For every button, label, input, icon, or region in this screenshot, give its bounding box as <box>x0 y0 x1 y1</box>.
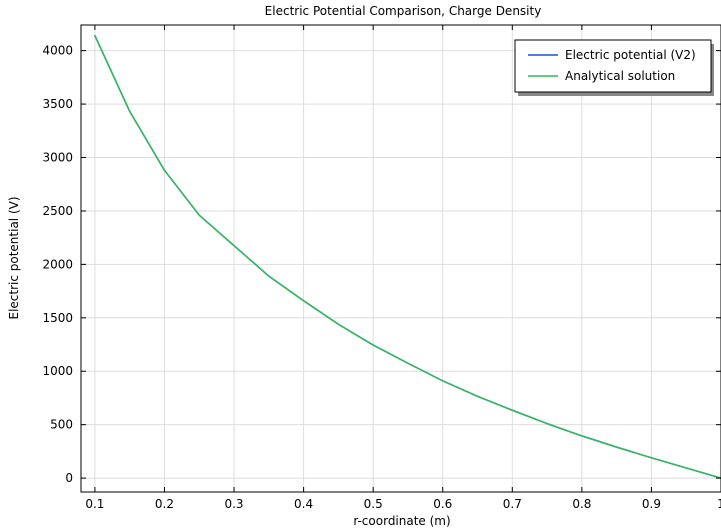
chart-title: Electric Potential Comparison, Charge De… <box>265 4 542 18</box>
x-tick-label: 0.2 <box>155 497 174 511</box>
grid <box>81 25 721 492</box>
legend-label-electric-potential: Electric potential (V2) <box>565 48 696 62</box>
x-tick-label: 0.1 <box>85 497 104 511</box>
legend: Electric potential (V2) Analytical solut… <box>514 39 714 96</box>
y-tick-label: 1500 <box>42 311 73 325</box>
y-axis: 0 500 1000 1500 2000 2500 3000 3500 4000 <box>42 44 721 485</box>
y-tick-label: 3500 <box>42 97 73 111</box>
legend-box <box>514 39 712 93</box>
x-tick-label: 0.9 <box>642 497 661 511</box>
x-tick-label: 0.4 <box>294 497 313 511</box>
x-tick-label: 0.7 <box>503 497 522 511</box>
x-tick-label: 0.8 <box>572 497 591 511</box>
y-tick-label: 4000 <box>42 44 73 58</box>
y-tick-label: 1000 <box>42 364 73 378</box>
x-axis: 0.1 0.2 0.3 0.4 0.5 0.6 0.7 0.8 0.9 1 <box>85 25 721 511</box>
series-group <box>94 34 721 479</box>
plot-area-frame <box>80 24 721 493</box>
series-line-1 <box>94 34 721 479</box>
x-axis-label: r-coordinate (m) <box>353 514 450 528</box>
x-tick-label: 0.3 <box>224 497 243 511</box>
y-tick-label: 2000 <box>42 257 73 271</box>
y-tick-label: 3000 <box>42 151 73 165</box>
x-tick-label: 0.6 <box>433 497 452 511</box>
x-tick-label: 1 <box>717 497 721 511</box>
x-tick-label: 0.5 <box>364 497 383 511</box>
y-tick-label: 0 <box>65 471 73 485</box>
y-tick-label: 500 <box>50 418 73 432</box>
y-axis-label: Electric potential (V) <box>7 196 21 319</box>
legend-label-analytical-solution: Analytical solution <box>565 69 675 83</box>
y-tick-label: 2500 <box>42 204 73 218</box>
